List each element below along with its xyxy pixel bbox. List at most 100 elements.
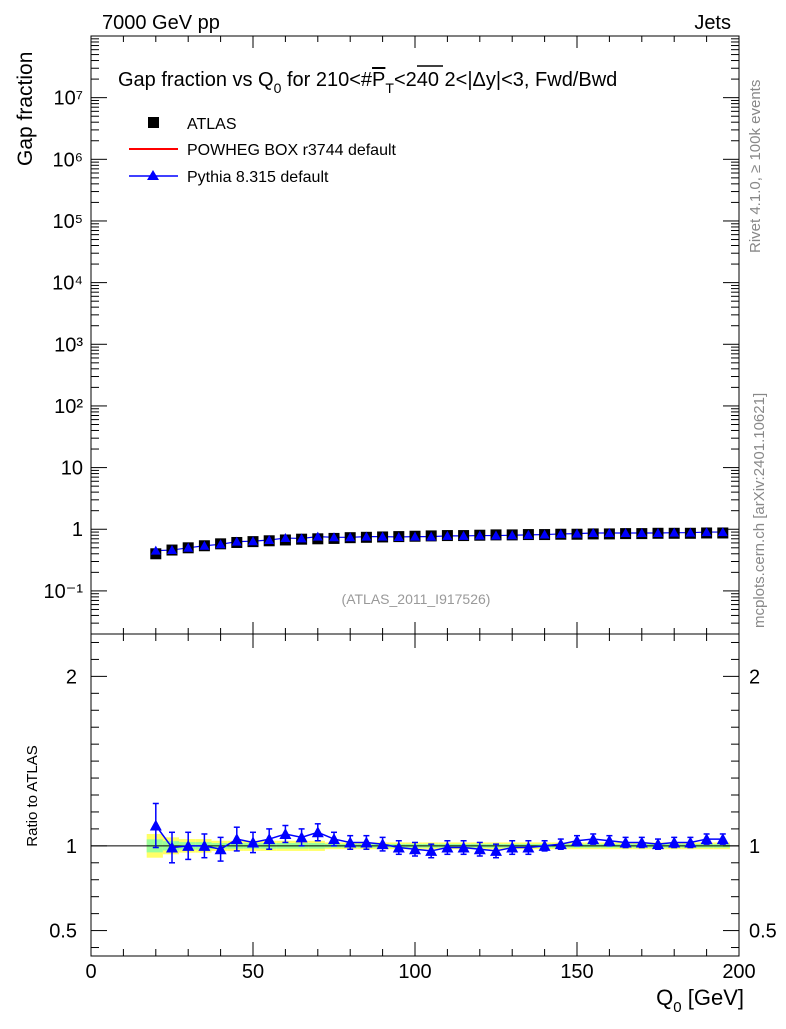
x-tick-label: 100	[398, 961, 431, 983]
legend-atlas-marker	[148, 117, 159, 128]
pythia-ratio-point	[700, 833, 713, 845]
pythia-ratio-point	[392, 841, 405, 853]
ratio-y-tick-label-right: 2	[749, 666, 760, 688]
pythia-ratio-point	[376, 838, 389, 850]
ratio-y-tick-label-left: 2	[66, 666, 77, 688]
pythia-data-point	[604, 527, 615, 537]
ratio-y-tick-label-left: 1	[66, 836, 77, 858]
pythia-ratio-point	[279, 827, 292, 839]
x-tick-label: 50	[242, 961, 264, 983]
ratio-panel: 0.5 0.51 12 20 50 100 150 200 Ratio to ATLAS Q0…	[24, 633, 777, 1016]
main-y-axis-label: Gap fraction	[14, 52, 37, 166]
pythia-data-point	[361, 531, 372, 541]
main-y-tick-label: 10	[61, 458, 83, 480]
analysis-watermark: (ATLAS_2011_I917526)	[342, 591, 491, 607]
legend-pythia-marker	[147, 170, 159, 180]
x-axis-label-main: Q	[656, 985, 673, 1010]
pythia-data-point	[150, 545, 161, 555]
title-suffix: <240 2<|Δy|<3, Fwd/Bwd	[394, 69, 617, 91]
x-tick-label: 0	[85, 961, 96, 983]
pythia-ratio-point	[247, 836, 259, 848]
pythia-ratio-point	[522, 841, 535, 853]
main-y-tick-label: 10⁵	[52, 211, 83, 233]
pythia-data-point	[701, 527, 712, 537]
pythia-data-point	[572, 528, 582, 538]
pythia-ratio-point	[214, 843, 227, 855]
pythia-ratio-point	[263, 833, 276, 845]
pythia-data-point	[329, 532, 339, 542]
pythia-data-point	[474, 530, 485, 540]
ratio-axis-ticks	[90, 634, 740, 956]
pythia-ratio-point	[166, 841, 178, 853]
pythia-data-point	[458, 530, 469, 540]
legend-pythia-label: Pythia 8.315 default	[187, 169, 329, 186]
pythia-ratio-point	[295, 831, 308, 843]
pythia-data-point	[442, 530, 453, 540]
pythia-ratio-point	[538, 839, 551, 851]
title-sub-t: T	[385, 80, 394, 96]
pythia-data-point	[264, 534, 275, 544]
pythia-ratio-point	[716, 833, 729, 845]
mcplots-label: mcplots.cern.ch [arXiv:2401.10621]	[751, 393, 768, 628]
main-data-points	[150, 527, 729, 560]
title-p: P	[372, 69, 385, 91]
x-axis-label: Q0 [GeV]	[656, 985, 744, 1016]
pythia-data-point	[555, 528, 566, 538]
x-tick-label: 150	[560, 961, 593, 983]
ratio-y-axis-label: Ratio to ATLAS	[24, 745, 41, 846]
pythia-ratio-point	[457, 841, 470, 853]
pythia-data-point	[280, 533, 291, 543]
pythia-ratio-point	[425, 844, 438, 856]
legend-powheg-label: POWHEG BOX r3744 default	[187, 142, 397, 159]
pythia-data-point	[199, 540, 210, 550]
pythia-ratio-point	[441, 841, 454, 853]
pythia-data-point	[653, 527, 663, 537]
pythia-data-point	[183, 542, 194, 552]
pythia-ratio-point	[554, 838, 567, 850]
title-sub-0: 0	[274, 80, 282, 96]
title-mid: for 210<#	[281, 69, 373, 91]
pythia-data-point	[426, 531, 437, 541]
main-y-tick-label: 1	[72, 519, 83, 541]
pythia-data-point	[539, 529, 550, 539]
pythia-ratio-point	[490, 844, 502, 856]
pythia-data-point	[507, 530, 518, 540]
pythia-ratio-point	[473, 843, 486, 855]
main-y-tick-label: 10⁴	[52, 273, 83, 295]
legend: ATLAS POWHEG BOX r3744 default Pythia 8.…	[129, 116, 397, 186]
main-y-tick-label: 10⁶	[53, 149, 83, 171]
pythia-data-point	[491, 530, 501, 540]
main-y-tick-labels: 10⁻¹ 1 10 10² 10³ 10⁴ 10⁵ 10⁶ 10⁷	[44, 88, 84, 603]
title-prefix: Gap fraction vs Q	[118, 69, 274, 91]
header-process-label: Jets	[694, 12, 731, 34]
x-axis-label-sub: 0	[673, 999, 681, 1016]
pythia-ratio-point	[587, 833, 600, 845]
pythia-data-point	[717, 527, 728, 537]
ratio-frame	[90, 633, 740, 957]
pythia-ratio-point	[409, 843, 421, 855]
pythia-ratio-point	[571, 834, 583, 846]
pythia-ratio-point	[603, 834, 616, 846]
main-axis-ticks	[90, 36, 740, 635]
ratio-y-tick-label-right: 0.5	[749, 921, 777, 943]
pythia-ratio-point	[198, 839, 211, 851]
pythia-data-point	[248, 536, 258, 546]
pythia-ratio-point	[149, 819, 162, 831]
pythia-ratio-point	[684, 836, 697, 848]
pythia-ratio-point	[668, 836, 681, 848]
main-y-tick-label: 10⁻¹	[44, 581, 84, 603]
pythia-ratio-point	[360, 836, 373, 848]
main-y-tick-label: 10²	[54, 396, 83, 418]
pythia-data-point	[620, 527, 631, 537]
ratio-data-points	[149, 802, 729, 864]
x-axis-label-unit: [GeV]	[682, 985, 744, 1010]
pythia-data-point	[669, 527, 680, 537]
header-energy-label: 7000 GeV pp	[102, 12, 220, 34]
rivet-version-label: Rivet 4.1.0, ≥ 100k events	[747, 80, 764, 253]
pythia-ratio-point	[328, 833, 340, 845]
ratio-y-tick-label-left: 0.5	[49, 921, 77, 943]
pythia-data-point	[377, 531, 388, 541]
pythia-ratio-point	[344, 836, 357, 848]
x-tick-label: 200	[722, 961, 755, 983]
pythia-ratio-point	[182, 839, 195, 851]
